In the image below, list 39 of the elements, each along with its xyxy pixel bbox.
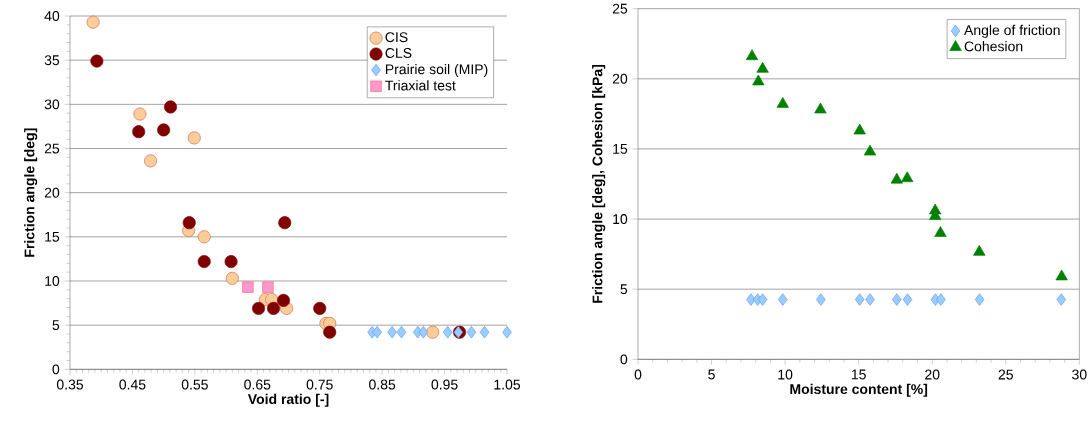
x-tick-label: 0.75 [306,379,333,390]
x-axis-title: Void ratio [-] [247,393,329,407]
x-tick-label: 0.45 [119,379,146,390]
legend-label: Triaxial test [385,80,456,91]
y-tick-label: 25 [44,143,60,154]
x-axis-title: Moisture content [%] [790,383,928,397]
y-tick-label: 15 [613,144,628,154]
x-tick-label: 1.05 [494,379,521,390]
y-axis-title: Friction angle [deg], Cohesion [kPa] [592,65,606,303]
x-tick-label: 10 [778,369,793,380]
y-tick-label: 20 [612,73,628,84]
legend-label: Cohesion [964,41,1023,52]
y-tick-label: 10 [613,214,628,225]
legend-label: CIS [385,32,408,43]
x-tick-label: 15 [851,369,866,380]
y-tick-label: 10 [45,276,60,286]
x-tick-label: 0.55 [181,379,208,390]
legend-label: CLS [385,48,412,58]
x-tick-label: 30 [1072,369,1087,380]
y-axis-title: Friction angle [deg] [24,128,38,257]
y-tick-label: 35 [44,55,60,66]
legend-label: Prairie soil (MIP) [385,63,488,78]
x-tick-label: 20 [925,369,940,380]
x-tick-label: 25 [998,369,1013,380]
legend-label: Angle of friction [964,24,1060,38]
y-tick-label: 5 [52,320,60,331]
y-tick-label: 40 [44,11,60,21]
x-tick-label: 0.65 [244,379,271,390]
y-tick-label: 30 [44,99,60,110]
x-tick-label: 5 [708,369,715,380]
x-tick-label: 0.95 [431,379,458,390]
y-tick-label: 0 [620,354,628,365]
x-tick-label: 0.85 [369,379,396,390]
y-tick-label: 5 [620,284,628,295]
y-tick-label: 25 [612,3,628,14]
x-tick-label: 0.35 [56,379,84,390]
x-tick-label: 0 [634,369,642,380]
y-tick-label: 20 [44,187,60,198]
y-tick-label: 15 [45,231,60,242]
